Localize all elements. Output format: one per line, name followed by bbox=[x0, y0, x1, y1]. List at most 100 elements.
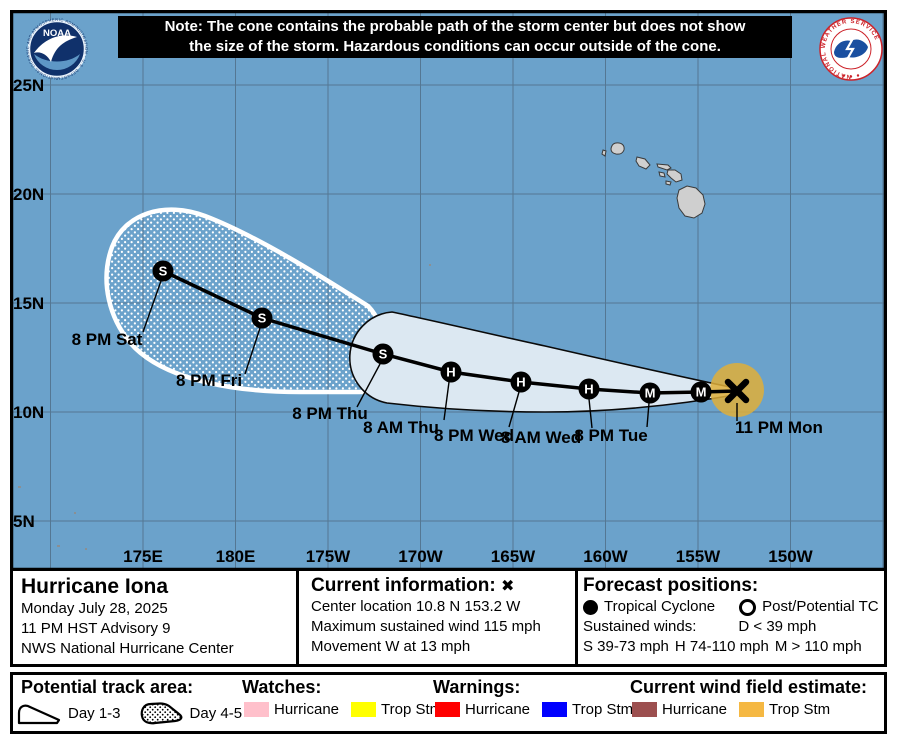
forecast-position-markers: M M H H H S S S bbox=[152, 260, 750, 404]
svg-text:NOAA: NOAA bbox=[43, 28, 71, 39]
svg-text:175E: 175E bbox=[123, 547, 163, 566]
label-pointer-lines bbox=[142, 280, 738, 429]
max-sustained-wind: Maximum sustained wind 115 mph bbox=[311, 618, 541, 635]
svg-text:25N: 25N bbox=[13, 76, 44, 95]
watch-tropstm-swatch bbox=[351, 702, 377, 717]
track-area-items: Day 1-3 Day 4-5 bbox=[17, 701, 242, 725]
watch-tropstm-label: Trop Stm bbox=[381, 701, 443, 718]
svg-text:165W: 165W bbox=[491, 547, 536, 566]
warning-tropstm-label: Trop Stm bbox=[572, 701, 634, 718]
svg-text:15N: 15N bbox=[13, 294, 44, 313]
info-row: Hurricane Iona Monday July 28, 2025 11 P… bbox=[10, 571, 887, 667]
island-niihau bbox=[601, 149, 607, 157]
warning-hurricane-swatch bbox=[435, 702, 460, 717]
windfield-hurricane-swatch bbox=[632, 702, 657, 717]
divider-2 bbox=[575, 571, 578, 664]
warnings-header: Warnings: bbox=[433, 677, 521, 697]
svg-text:S: S bbox=[159, 264, 168, 279]
label-8pm-fri: 8 PM Fri bbox=[176, 371, 242, 390]
windfield-hurricane-label: Hurricane bbox=[662, 701, 728, 718]
map-border bbox=[10, 10, 887, 571]
nws-lightning-icon bbox=[843, 32, 857, 66]
wind-cat-h: H 74-110 mph bbox=[674, 638, 769, 655]
storm-title-panel: Hurricane Iona Monday July 28, 2025 11 P… bbox=[21, 575, 234, 659]
current-info-header: Current information: ✖ bbox=[311, 575, 515, 596]
track-point-m-2: M bbox=[639, 382, 661, 404]
island-big-island bbox=[676, 185, 706, 219]
legend-box: Potential track area: Day 1-3 Day 4-5 Wa… bbox=[10, 672, 887, 734]
warnings-items: Hurricane Trop Stm bbox=[435, 701, 633, 718]
wind-cat-s: S 39-73 mph bbox=[583, 638, 669, 655]
noaa-gull-icon bbox=[34, 35, 77, 62]
x-marker-icon: ✖ bbox=[501, 576, 515, 595]
label-8pm-wed: 8 PM Wed bbox=[434, 426, 514, 445]
noaa-logo: NOAA NATIONAL OCEANIC AND ATMOSPHERIC AD… bbox=[24, 16, 89, 81]
current-information-panel: Current information: ✖ Center location 1… bbox=[311, 575, 541, 657]
storm-date: Monday July 28, 2025 bbox=[21, 600, 168, 617]
hawaii-islands bbox=[601, 142, 706, 219]
svg-text:20N: 20N bbox=[13, 185, 44, 204]
track-point-s-3: S bbox=[152, 260, 174, 282]
windfield-tropstm-label: Trop Stm bbox=[769, 701, 831, 718]
watches-header: Watches: bbox=[242, 677, 322, 697]
note-line-1: Note: The cone contains the probable pat… bbox=[164, 18, 746, 35]
wind-field-items: Hurricane Trop Stm bbox=[632, 701, 830, 718]
svg-text:175W: 175W bbox=[306, 547, 351, 566]
track-point-s-1: S bbox=[372, 343, 394, 365]
svg-text:170W: 170W bbox=[398, 547, 443, 566]
svg-text:M: M bbox=[645, 386, 656, 401]
day13-label: Day 1-3 bbox=[68, 704, 121, 722]
track-point-h-3: H bbox=[440, 361, 462, 383]
tropical-cyclone-label: Tropical Cyclone bbox=[604, 598, 716, 615]
track-point-s-2: S bbox=[251, 307, 273, 329]
svg-text:180E: 180E bbox=[216, 547, 256, 566]
warning-tropstm-swatch bbox=[542, 702, 568, 717]
graticule-grid bbox=[10, 10, 887, 571]
track-time-labels: 8 PM Sat 8 PM Fri 8 PM Thu 8 AM Thu 8 PM… bbox=[72, 330, 823, 447]
svg-text:10N: 10N bbox=[13, 403, 44, 422]
island-kauai bbox=[610, 142, 625, 155]
wind-cat-d: D < 39 mph bbox=[738, 618, 817, 635]
island-molokai bbox=[656, 163, 672, 171]
island-oahu bbox=[635, 156, 651, 170]
divider-1 bbox=[296, 571, 299, 664]
day45-label: Day 4-5 bbox=[189, 704, 243, 722]
svg-text:M: M bbox=[696, 385, 707, 400]
storm-advisory: 11 PM HST Advisory 9 bbox=[21, 620, 171, 637]
island-maui bbox=[666, 169, 683, 183]
center-location: Center location 10.8 N 153.2 W bbox=[311, 598, 521, 615]
noaa-sea bbox=[34, 54, 80, 71]
sustained-winds-label: Sustained winds: bbox=[583, 618, 697, 635]
post-potential-label: Post/Potential TC bbox=[762, 598, 879, 615]
label-8pm-thu: 8 PM Thu bbox=[292, 404, 368, 423]
svg-text:160W: 160W bbox=[583, 547, 628, 566]
nws-ring-stars bbox=[842, 74, 860, 78]
watches-items: Hurricane Trop Stm bbox=[244, 701, 442, 718]
svg-text:150W: 150W bbox=[768, 547, 813, 566]
track-area-header: Potential track area: bbox=[21, 677, 194, 697]
note-line-2: the size of the storm. Hazardous conditi… bbox=[189, 38, 721, 55]
svg-text:5N: 5N bbox=[13, 512, 35, 531]
watch-hurricane-swatch bbox=[244, 702, 269, 717]
label-8am-wed: 8 AM Wed bbox=[501, 428, 581, 447]
forecast-positions-header: Forecast positions: bbox=[583, 575, 759, 596]
windfield-tropstm-swatch bbox=[739, 702, 765, 717]
svg-text:H: H bbox=[516, 375, 525, 390]
day13-cone-icon bbox=[17, 704, 61, 725]
wind-cat-m: M > 110 mph bbox=[774, 638, 862, 655]
label-8pm-tue: 8 PM Tue bbox=[574, 426, 647, 445]
forecast-positions-panel: Forecast positions: Tropical Cyclone Pos… bbox=[583, 575, 879, 657]
latitude-labels: 25N 20N 15N 10N 5N bbox=[13, 76, 44, 531]
small-atolls bbox=[18, 264, 431, 550]
current-position-marker bbox=[724, 378, 750, 404]
label-8am-thu: 8 AM Thu bbox=[363, 418, 439, 437]
island-lanai bbox=[658, 171, 666, 178]
movement: Movement W at 13 mph bbox=[311, 638, 471, 655]
storm-agency: NWS National Hurricane Center bbox=[21, 640, 234, 657]
cone-note-banner: Note: The cone contains the probable pat… bbox=[118, 16, 792, 58]
warning-hurricane-label: Hurricane bbox=[465, 701, 531, 718]
nws-logo: NATIONAL WEATHER SERVICE bbox=[819, 17, 883, 81]
storm-title: Hurricane Iona bbox=[21, 575, 169, 598]
svg-text:155W: 155W bbox=[676, 547, 721, 566]
